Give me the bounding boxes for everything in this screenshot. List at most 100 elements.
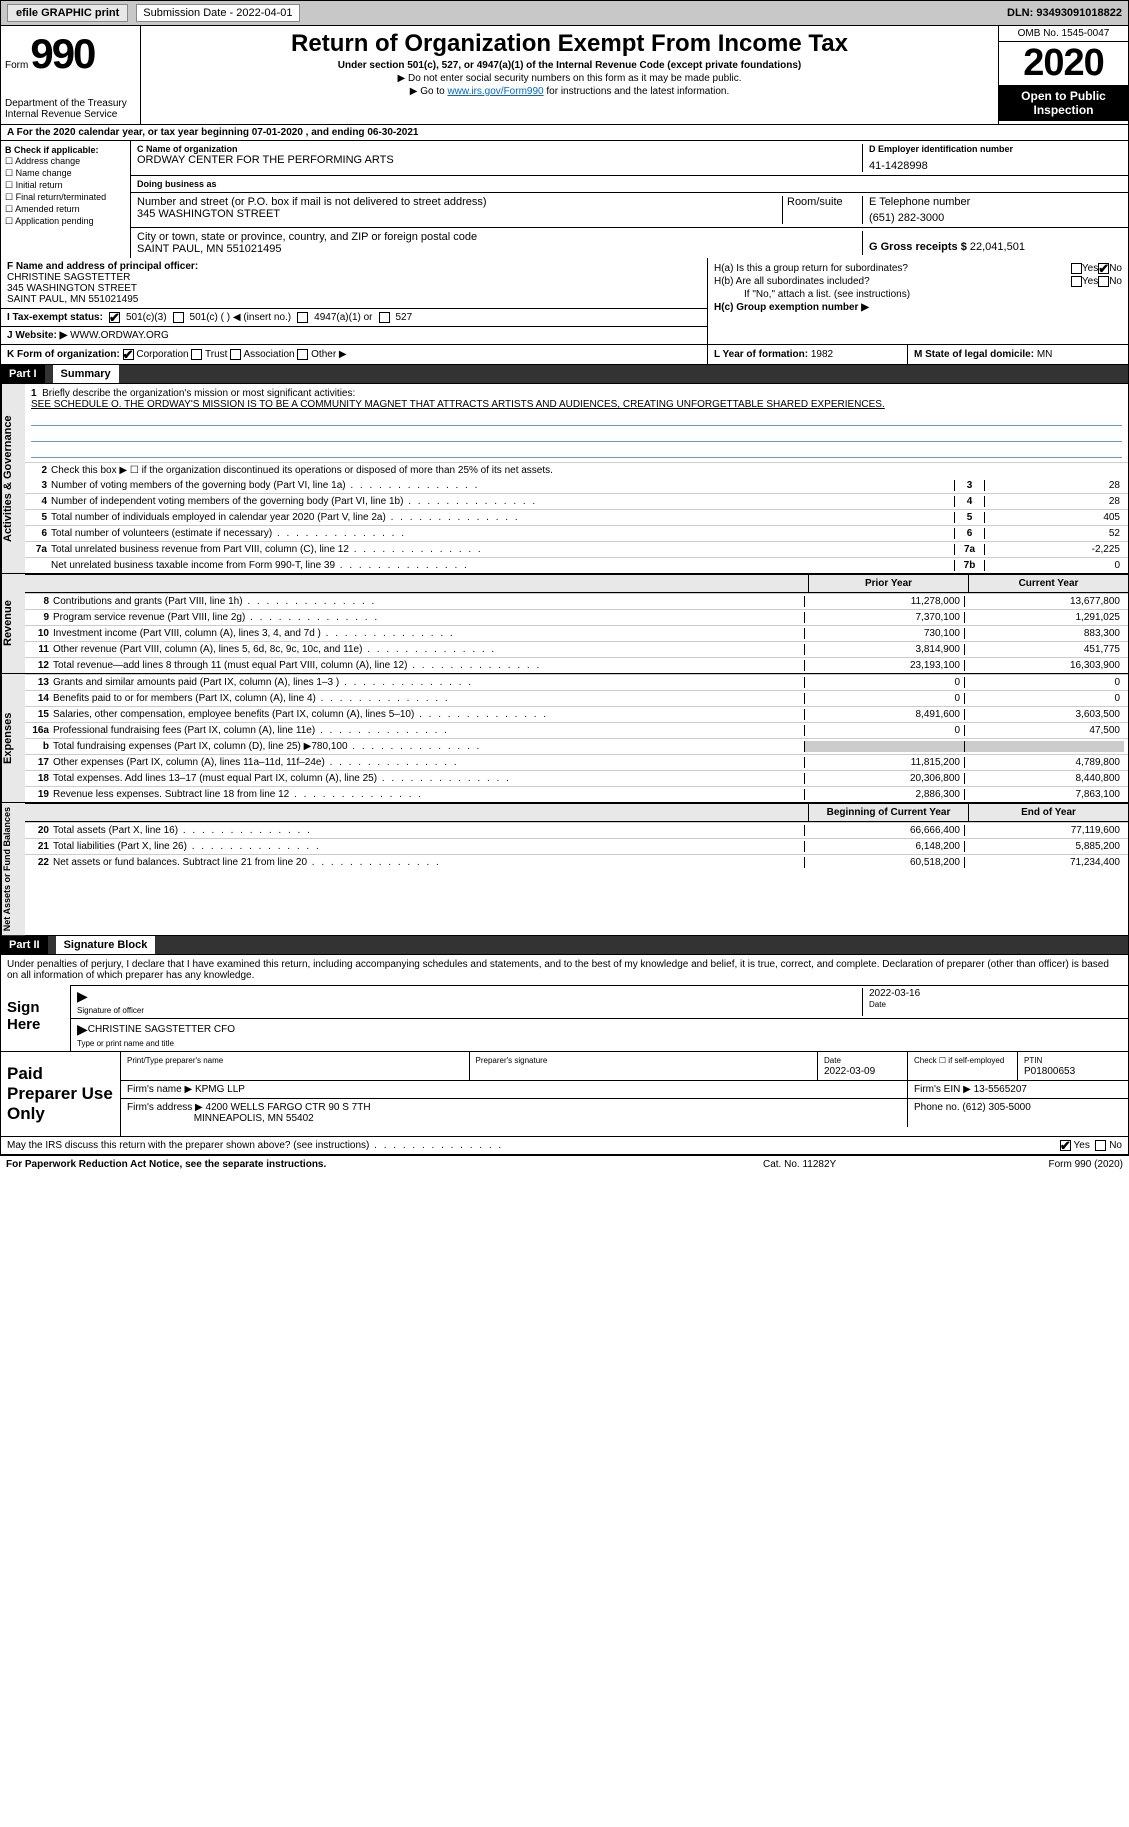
rev-line: 8Contributions and grants (Part VIII, li… (25, 593, 1128, 609)
cb-assoc[interactable] (230, 349, 241, 360)
form-ref: Form 990 (2020) (963, 1159, 1123, 1170)
top-bar: efile GRAPHIC print Submission Date - 20… (0, 0, 1129, 26)
officer-addr1: 345 WASHINGTON STREET (7, 283, 137, 294)
cat-no: Cat. No. 11282Y (763, 1159, 963, 1170)
officer-name: CHRISTINE SAGSTETTER (7, 272, 130, 283)
signature-section: Under penalties of perjury, I declare th… (0, 955, 1129, 1052)
mission-text: SEE SCHEDULE O. THE ORDWAY'S MISSION IS … (31, 399, 885, 410)
form-number: 990 (30, 30, 94, 78)
col-l: L Year of formation: 1982 (708, 345, 908, 364)
ein-value: 41-1428998 (869, 160, 1122, 172)
rev-line: 15Salaries, other compensation, employee… (25, 706, 1128, 722)
part2-badge: Part II (1, 936, 48, 954)
paperwork-notice: For Paperwork Reduction Act Notice, see … (6, 1159, 763, 1170)
cb-pending[interactable]: ☐ Application pending (5, 216, 126, 227)
cb-initial-return[interactable]: ☐ Initial return (5, 180, 126, 191)
cb-amended[interactable]: ☐ Amended return (5, 204, 126, 215)
dba-label: Doing business as (137, 179, 862, 189)
col-k: K Form of organization: Corporation Trus… (1, 345, 708, 364)
rev-side-label: Revenue (1, 574, 25, 673)
summary-expenses: Expenses 13Grants and similar amounts pa… (0, 674, 1129, 803)
efile-button[interactable]: efile GRAPHIC print (7, 4, 128, 22)
tel-value: (651) 282-3000 (869, 212, 1122, 224)
part2-title: Signature Block (56, 936, 156, 954)
room-label: Room/suite (787, 196, 862, 208)
rev-line: 18Total expenses. Add lines 13–17 (must … (25, 770, 1128, 786)
hb-label: H(b) Are all subordinates included? (714, 276, 1071, 287)
cb-4947[interactable] (297, 312, 308, 323)
addr-label: Number and street (or P.O. box if mail i… (137, 196, 782, 208)
org-name: ORDWAY CENTER FOR THE PERFORMING ARTS (137, 154, 862, 166)
row-a: A For the 2020 calendar year, or tax yea… (0, 125, 1129, 141)
hc-label: H(c) Group exemption number ▶ (714, 302, 869, 313)
summary-governance: Activities & Governance 1 Briefly descri… (0, 384, 1129, 574)
website-value: WWW.ORDWAY.ORG (70, 330, 169, 341)
gross-label: G Gross receipts $ (869, 241, 967, 253)
header-left: Form 990 Department of the Treasury Inte… (1, 26, 141, 124)
rev-line: bTotal fundraising expenses (Part IX, co… (25, 738, 1128, 754)
cb-527[interactable] (379, 312, 390, 323)
omb-number: OMB No. 1545-0047 (999, 26, 1128, 42)
submission-date: Submission Date - 2022-04-01 (136, 4, 299, 22)
line2: Check this box ▶ ☐ if the organization d… (51, 465, 1124, 476)
net-side-label: Net Assets or Fund Balances (1, 803, 25, 935)
cb-501c[interactable] (173, 312, 184, 323)
rev-line: 9Program service revenue (Part VIII, lin… (25, 609, 1128, 625)
cb-final-return[interactable]: ☐ Final return/terminated (5, 192, 126, 203)
cb-discuss-yes[interactable] (1060, 1140, 1071, 1151)
tax-year: 2020 (999, 42, 1128, 85)
rev-line: 21Total liabilities (Part X, line 26)6,1… (25, 838, 1128, 854)
cb-name-change[interactable]: ☐ Name change (5, 168, 126, 179)
officer-addr2: SAINT PAUL, MN 551021495 (7, 294, 138, 305)
rev-line: 14Benefits paid to or for members (Part … (25, 690, 1128, 706)
cb-hb-no[interactable] (1098, 276, 1109, 287)
gov-side-label: Activities & Governance (1, 384, 25, 573)
form-subtitle: Under section 501(c), 527, or 4947(a)(1)… (149, 60, 990, 71)
summary-line: 3Number of voting members of the governi… (25, 478, 1128, 493)
rev-line: 20Total assets (Part X, line 16)66,666,4… (25, 822, 1128, 838)
cb-address-change[interactable]: ☐ Address change (5, 156, 126, 167)
col-cd: C Name of organization ORDWAY CENTER FOR… (131, 141, 1128, 258)
begin-year-hdr: Beginning of Current Year (808, 804, 968, 821)
cb-ha-yes[interactable] (1071, 263, 1082, 274)
website-label: J Website: ▶ (7, 330, 67, 341)
cb-other[interactable] (297, 349, 308, 360)
prior-year-hdr: Prior Year (808, 575, 968, 592)
preparer-label: Paid Preparer Use Only (1, 1052, 121, 1136)
tax-status-label: I Tax-exempt status: (7, 312, 103, 323)
rev-line: 19Revenue less expenses. Subtract line 1… (25, 786, 1128, 802)
part2-header: Part II Signature Block (0, 936, 1129, 955)
summary-line: 4Number of independent voting members of… (25, 493, 1128, 509)
summary-line: Net unrelated business taxable income fr… (25, 557, 1128, 573)
cb-ha-no[interactable] (1098, 263, 1109, 274)
firm-addr1: 4200 WELLS FARGO CTR 90 S 7TH (206, 1102, 371, 1113)
summary-net: Net Assets or Fund Balances Beginning of… (0, 803, 1129, 936)
footer: For Paperwork Reduction Act Notice, see … (0, 1155, 1129, 1173)
cb-trust[interactable] (191, 349, 202, 360)
rev-line: 13Grants and similar amounts paid (Part … (25, 674, 1128, 690)
rev-line: 16aProfessional fundraising fees (Part I… (25, 722, 1128, 738)
section-fgh: F Name and address of principal officer:… (0, 258, 1129, 345)
discuss-text: May the IRS discuss this return with the… (7, 1140, 503, 1151)
note-2: ▶ Go to www.irs.gov/Form990 for instruct… (149, 86, 990, 97)
irs-link[interactable]: www.irs.gov/Form990 (447, 86, 543, 97)
rev-line: 10Investment income (Part VIII, column (… (25, 625, 1128, 641)
section-klm: K Form of organization: Corporation Trus… (0, 345, 1129, 365)
form-title: Return of Organization Exempt From Incom… (149, 30, 990, 58)
cb-501c3[interactable] (109, 312, 120, 323)
date-label: Date (869, 1000, 886, 1009)
hb-note: If "No," attach a list. (see instruction… (714, 289, 1122, 300)
col-m: M State of legal domicile: MN (908, 345, 1128, 364)
org-name-label: C Name of organization (137, 144, 862, 154)
part1-title: Summary (53, 365, 119, 383)
cb-discuss-no[interactable] (1095, 1140, 1106, 1151)
note-1: ▶ Do not enter social security numbers o… (149, 73, 990, 84)
city-value: SAINT PAUL, MN 551021495 (137, 243, 862, 255)
cb-corp[interactable] (123, 349, 134, 360)
addr-value: 345 WASHINGTON STREET (137, 208, 782, 220)
ha-label: H(a) Is this a group return for subordin… (714, 263, 1071, 274)
section-bcd: B Check if applicable: ☐ Address change … (0, 141, 1129, 258)
cb-hb-yes[interactable] (1071, 276, 1082, 287)
rev-line: 11Other revenue (Part VIII, column (A), … (25, 641, 1128, 657)
header-right: OMB No. 1545-0047 2020 Open to Public In… (998, 26, 1128, 124)
